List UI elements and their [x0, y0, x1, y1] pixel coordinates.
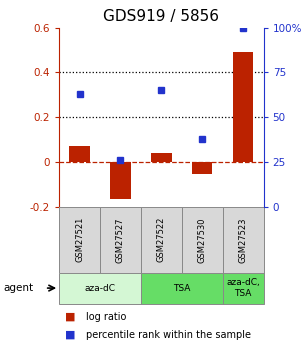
Text: agent: agent: [3, 283, 33, 293]
Text: GSM27530: GSM27530: [198, 217, 207, 263]
Bar: [151, 153, 171, 162]
Bar: [100, 207, 141, 273]
Bar: [223, 273, 264, 304]
Bar: [233, 52, 253, 162]
Bar: [141, 207, 182, 273]
Text: ■: ■: [65, 330, 76, 339]
Bar: [223, 207, 264, 273]
Bar: [59, 207, 100, 273]
Bar: [59, 273, 141, 304]
Text: TSA: TSA: [173, 284, 191, 293]
Text: GSM27521: GSM27521: [75, 217, 84, 263]
Text: log ratio: log ratio: [86, 312, 127, 322]
Bar: [69, 146, 90, 162]
Title: GDS919 / 5856: GDS919 / 5856: [103, 9, 219, 24]
Text: GSM27523: GSM27523: [239, 217, 248, 263]
Bar: [110, 162, 131, 199]
Bar: [192, 162, 212, 175]
Text: ■: ■: [65, 312, 76, 322]
Text: percentile rank within the sample: percentile rank within the sample: [86, 330, 251, 339]
Text: aza-dC,
TSA: aza-dC, TSA: [226, 278, 260, 298]
Bar: [141, 273, 223, 304]
Text: GSM27522: GSM27522: [157, 217, 166, 263]
Text: aza-dC: aza-dC: [85, 284, 115, 293]
Text: GSM27527: GSM27527: [116, 217, 125, 263]
Bar: [182, 207, 223, 273]
